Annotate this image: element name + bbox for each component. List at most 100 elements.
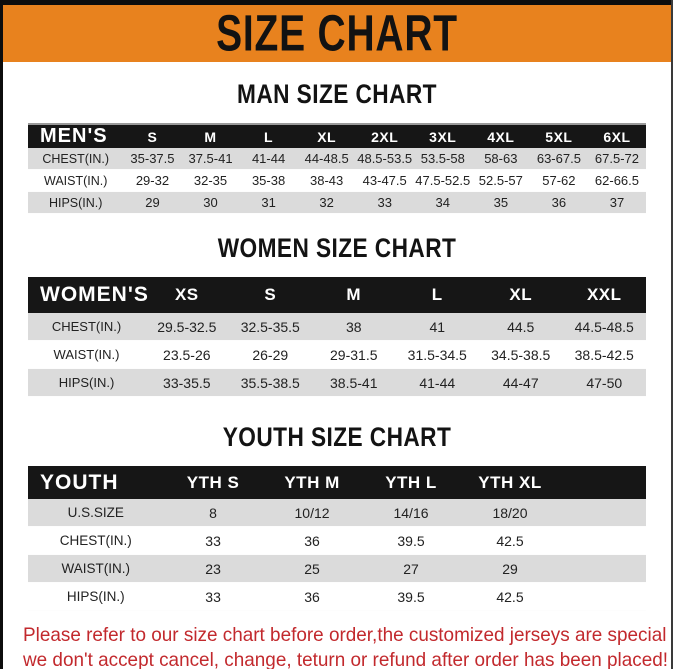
youth-size-table: YOUTH YTH S YTH M YTH L YTH XL U.S.SIZE 8 10/12… — [28, 466, 646, 611]
measure-value-cell: 29-32 — [123, 170, 182, 192]
size-header-cell: M — [181, 125, 240, 148]
table-title-cell: MEN'S — [28, 125, 124, 148]
footer-note-line2: we don't accept cancel, change, teturn o… — [23, 648, 669, 669]
size-header-cell: S — [123, 125, 182, 148]
measure-label-cell: WAIST(IN.) — [28, 341, 146, 369]
measure-value-cell: 29.5-32.5 — [145, 313, 229, 341]
measure-label-cell: CHEST(IN.) — [28, 527, 164, 555]
table-row: CHEST(IN.) 29.5-32.5 32.5-35.5 38 41 44.5 44.5… — [28, 313, 646, 341]
measure-value-cell: 48.5-53.5 — [355, 148, 414, 170]
measure-label-cell: HIPS(IN.) — [28, 583, 164, 611]
measure-value-cell: 44-48.5 — [297, 148, 356, 170]
measure-value-cell: 41 — [395, 313, 479, 341]
size-header-cell: YTH L — [361, 466, 461, 499]
measure-value-cell: 34.5-38.5 — [478, 341, 563, 369]
measure-value-cell: 27 — [361, 555, 461, 583]
table-row: WAIST(IN.) 29-32 32-35 35-38 38-43 43-47.5 47.… — [28, 170, 646, 192]
measure-value-cell: 37.5-41 — [181, 148, 240, 170]
page-title: SIZE CHART — [216, 5, 458, 62]
measure-value-cell: 14/16 — [361, 499, 461, 527]
table-header-row: WOMEN'S XS S M L XL XXL — [28, 277, 646, 313]
size-header-cell: M — [312, 277, 396, 313]
measure-value-cell: 43-47.5 — [355, 170, 414, 192]
measure-value-cell: 29 — [123, 192, 182, 214]
measure-value-cell: 25 — [262, 555, 362, 583]
table-row: WAIST(IN.) 23.5-26 26-29 29-31.5 31.5-34.5 34… — [28, 341, 646, 369]
size-header-cell: XS — [145, 277, 229, 313]
measure-label-cell: U.S.SIZE — [28, 499, 164, 527]
youth-size-section: YOUTH SIZE CHART YOUTH YTH S YTH M YTH L YTH… — [28, 424, 646, 611]
measure-value-cell: 23.5-26 — [145, 341, 229, 369]
measure-value-cell: 32-35 — [181, 170, 240, 192]
size-header-cell: 3XL — [413, 125, 472, 148]
table-row: CHEST(IN.) 35-37.5 37.5-41 41-44 44-48.5 48.5… — [28, 148, 646, 170]
measure-value-cell: 41-44 — [239, 148, 298, 170]
table-row: CHEST(IN.) 33 36 39.5 42.5 — [28, 527, 646, 555]
measure-value-cell: 38.5-42.5 — [562, 341, 646, 369]
top-black-bar — [3, 0, 671, 5]
measure-value-cell: 29 — [460, 555, 560, 583]
measure-value-cell: 35 — [471, 192, 530, 214]
measure-value-cell: 58-63 — [471, 148, 530, 170]
measure-value-cell: 39.5 — [361, 527, 461, 555]
size-header-cell: L — [395, 277, 479, 313]
table-row: HIPS(IN.) 29 30 31 32 33 34 35 36 37 — [28, 192, 646, 214]
measure-value-cell: 31.5-34.5 — [395, 341, 479, 369]
measure-value-cell: 53.5-58 — [413, 148, 472, 170]
footer-note: Please refer to our size chart before or… — [23, 623, 671, 669]
size-header-cell: 4XL — [471, 125, 530, 148]
man-section-title: MAN SIZE CHART — [237, 79, 437, 109]
measure-value-cell: 63-67.5 — [529, 148, 588, 170]
table-row: HIPS(IN.) 33-35.5 35.5-38.5 38.5-41 41-44 44-… — [28, 369, 646, 397]
measure-value-cell: 32.5-35.5 — [228, 313, 313, 341]
spacer-cell — [559, 583, 646, 611]
measure-label-cell: WAIST(IN.) — [28, 170, 124, 192]
measure-value-cell: 57-62 — [529, 170, 588, 192]
spacer-cell — [559, 555, 646, 583]
size-header-cell: YTH S — [163, 466, 263, 499]
measure-value-cell: 8 — [163, 499, 263, 527]
measure-value-cell: 67.5-72 — [587, 148, 646, 170]
size-header-cell: 2XL — [355, 125, 414, 148]
measure-label-cell: HIPS(IN.) — [28, 369, 146, 397]
measure-value-cell: 47-50 — [562, 369, 646, 397]
measure-value-cell: 31 — [239, 192, 298, 214]
measure-value-cell: 41-44 — [395, 369, 479, 397]
measure-value-cell: 33 — [163, 583, 263, 611]
size-header-cell: S — [228, 277, 313, 313]
measure-value-cell: 42.5 — [460, 527, 560, 555]
measure-value-cell: 38.5-41 — [312, 369, 396, 397]
measure-value-cell: 10/12 — [262, 499, 362, 527]
measure-value-cell: 33 — [355, 192, 414, 214]
measure-value-cell: 44.5-48.5 — [562, 313, 646, 341]
table-row: HIPS(IN.) 33 36 39.5 42.5 — [28, 583, 646, 611]
measure-label-cell: CHEST(IN.) — [28, 148, 124, 170]
man-size-section: MAN SIZE CHART MEN'S S M L XL 2XL 3XL 4XL 5XL 6XL… — [28, 81, 646, 214]
table-row: WAIST(IN.) 23 25 27 29 — [28, 555, 646, 583]
size-header-cell: XL — [478, 277, 563, 313]
measure-value-cell: 34 — [413, 192, 472, 214]
measure-value-cell: 36 — [262, 527, 362, 555]
footer-note-line1: Please refer to our size chart before or… — [23, 624, 671, 646]
measure-value-cell: 33 — [163, 527, 263, 555]
spacer-cell — [559, 527, 646, 555]
table-row: U.S.SIZE 8 10/12 14/16 18/20 — [28, 499, 646, 527]
measure-value-cell: 36 — [529, 192, 588, 214]
measure-value-cell: 42.5 — [460, 583, 560, 611]
size-header-cell: L — [239, 125, 298, 148]
table-title-cell: YOUTH — [28, 466, 164, 499]
measure-value-cell: 52.5-57 — [471, 170, 530, 192]
women-section-title: WOMEN SIZE CHART — [217, 233, 457, 263]
title-banner: SIZE CHART — [3, 5, 671, 62]
measure-value-cell: 44.5 — [478, 313, 563, 341]
measure-value-cell: 26-29 — [228, 341, 313, 369]
measure-value-cell: 23 — [163, 555, 263, 583]
measure-label-cell: HIPS(IN.) — [28, 192, 124, 214]
size-header-cell: XL — [297, 125, 356, 148]
measure-value-cell: 38-43 — [297, 170, 356, 192]
size-header-cell: YTH M — [262, 466, 362, 499]
measure-value-cell: 35-38 — [239, 170, 298, 192]
measure-value-cell: 44-47 — [478, 369, 563, 397]
spacer-cell — [559, 499, 646, 527]
